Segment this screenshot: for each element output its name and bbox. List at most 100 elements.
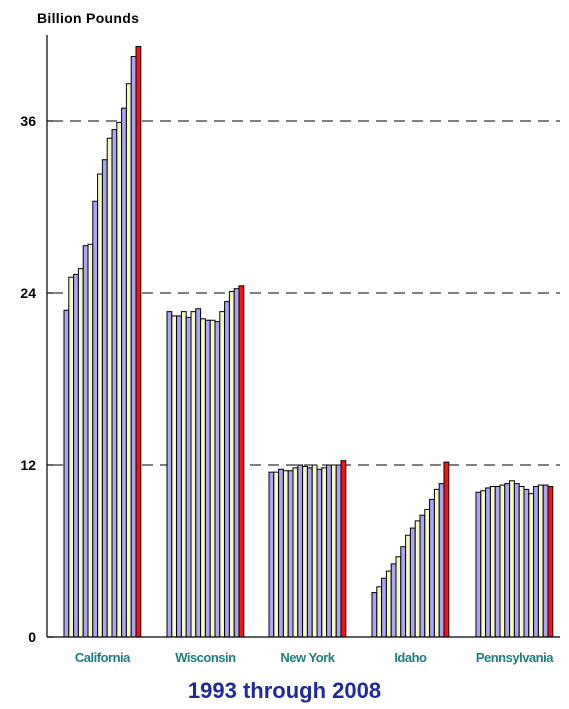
bar — [340, 460, 347, 638]
bar — [121, 107, 127, 638]
bar — [504, 483, 511, 638]
bar — [73, 273, 79, 638]
bar — [311, 464, 318, 638]
bar — [390, 563, 397, 638]
bar — [523, 488, 530, 638]
bar — [238, 285, 245, 638]
bar — [135, 45, 142, 638]
bar — [82, 245, 89, 638]
bar — [528, 493, 535, 638]
bar — [326, 464, 332, 638]
bar-group-idaho — [371, 461, 450, 638]
bar — [297, 464, 304, 638]
bar — [228, 291, 235, 638]
bar — [130, 56, 137, 638]
bar — [125, 83, 132, 638]
bar-group-pennsylvania — [475, 480, 554, 638]
bar-group-california — [63, 45, 142, 638]
category-label: Wisconsin — [175, 650, 236, 665]
bar — [190, 311, 197, 638]
bar — [499, 484, 506, 638]
bar — [116, 121, 123, 638]
bar — [537, 484, 544, 638]
bar — [204, 319, 211, 638]
bar — [273, 471, 280, 638]
bar — [405, 534, 411, 638]
bar — [316, 468, 323, 638]
bar — [371, 592, 378, 638]
bar — [321, 467, 328, 638]
y-axis-title: Billion Pounds — [37, 10, 140, 26]
bar-group-new-york — [268, 460, 347, 638]
category-labels: California Wisconsin New York Idaho Pennsylv… — [75, 650, 555, 665]
bar — [513, 483, 520, 638]
category-label: California — [75, 650, 131, 665]
bars — [63, 45, 554, 638]
y-tick-label: 36 — [20, 113, 36, 129]
bar — [171, 315, 178, 638]
bar — [77, 268, 84, 638]
bar — [433, 488, 440, 638]
bar — [87, 243, 94, 638]
bar — [443, 461, 450, 638]
bar — [200, 318, 206, 638]
gridlines — [52, 120, 560, 466]
bar — [475, 491, 482, 638]
bar — [414, 520, 421, 638]
bar — [542, 484, 549, 638]
bar — [92, 200, 99, 638]
bar — [180, 311, 187, 638]
chart-subtitle: 1993 through 2008 — [187, 678, 382, 703]
bar — [419, 514, 426, 638]
bar — [101, 159, 108, 638]
bar — [409, 527, 416, 638]
category-label: Idaho — [394, 650, 427, 665]
bar-group-wisconsin — [166, 285, 245, 638]
bar — [438, 483, 445, 638]
bar — [97, 173, 103, 638]
bar — [376, 586, 383, 638]
category-label: New York — [280, 650, 335, 665]
bar — [381, 577, 387, 638]
bar — [292, 467, 299, 638]
bar — [509, 480, 515, 638]
bar — [268, 471, 275, 638]
bar — [400, 546, 407, 638]
y-tick-labels: 0 12 24 36 — [20, 113, 36, 645]
bar — [219, 311, 226, 638]
y-tick-label: 12 — [20, 457, 36, 473]
axes — [46, 35, 560, 638]
bar — [330, 464, 337, 638]
bar — [385, 570, 392, 638]
bar — [166, 311, 173, 638]
bar — [106, 137, 113, 638]
bar — [485, 487, 491, 638]
bar — [278, 468, 284, 638]
bar — [176, 315, 182, 638]
bar — [494, 486, 501, 638]
bar — [233, 288, 240, 638]
y-tick-label: 0 — [28, 629, 36, 645]
bar — [547, 486, 554, 638]
bar — [335, 464, 342, 638]
category-label: Pennsylvania — [476, 650, 554, 665]
bar — [489, 486, 496, 638]
bar — [533, 486, 539, 638]
bar — [302, 465, 308, 638]
bar — [282, 470, 289, 638]
y-tick-label: 24 — [20, 285, 36, 301]
bar — [224, 301, 230, 638]
bar — [429, 498, 435, 638]
bar — [185, 316, 192, 638]
bar — [480, 490, 487, 638]
bar — [424, 508, 431, 638]
bar — [68, 276, 75, 638]
bar — [287, 470, 294, 638]
bar — [306, 467, 313, 638]
bar — [63, 309, 70, 638]
bar — [214, 321, 221, 638]
bar — [209, 319, 216, 638]
bar — [518, 486, 525, 638]
bar — [195, 308, 202, 638]
